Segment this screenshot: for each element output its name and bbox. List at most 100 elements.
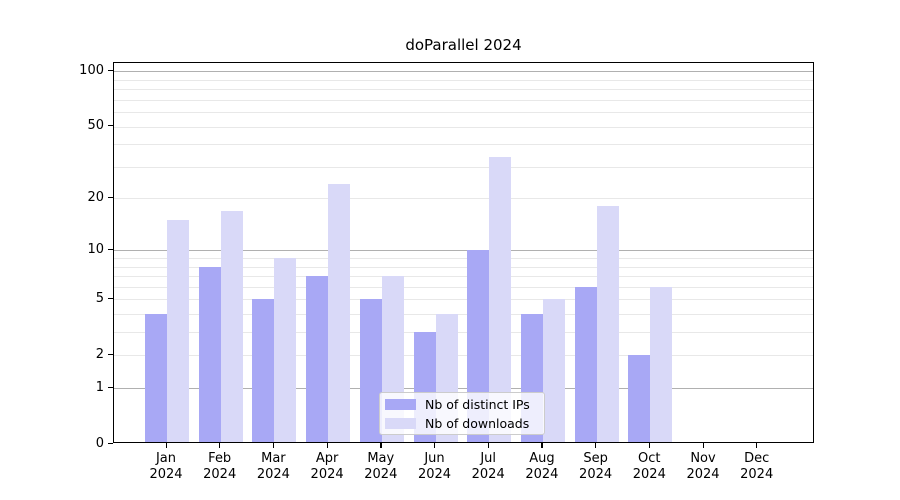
x-tick-year: 2024 (740, 467, 774, 482)
minor-gridline (114, 276, 813, 278)
bar-distinct-ips (306, 276, 329, 443)
minor-gridline (114, 89, 813, 91)
x-tick-year: 2024 (256, 467, 290, 482)
y-tick-label: 100 (79, 62, 104, 78)
x-tick-label: Oct 2024 (621, 451, 677, 483)
x-tick (219, 443, 221, 448)
minor-gridline (114, 166, 813, 168)
x-tick-year: 2024 (364, 467, 398, 482)
x-tick-year: 2024 (632, 467, 666, 482)
x-tick (165, 443, 167, 448)
minor-gridline (114, 266, 813, 268)
x-tick-label: Dec 2024 (729, 451, 785, 483)
minor-gridline (114, 144, 813, 146)
minor-gridline (114, 355, 813, 357)
x-tick-year: 2024 (417, 467, 452, 482)
minor-gridline (114, 79, 813, 81)
x-tick-year: 2024 (525, 467, 559, 482)
legend-item-downloads: Nb of downloads (385, 416, 538, 431)
x-tick (487, 443, 489, 448)
x-tick (541, 443, 543, 448)
minor-gridline (114, 286, 813, 288)
bar-distinct-ips (252, 299, 275, 443)
x-tick-label: Sep 2024 (568, 451, 624, 483)
major-gridline (114, 250, 813, 252)
y-tick-label: 20 (87, 189, 104, 205)
legend-swatch-distinct-ips-icon (385, 398, 416, 410)
y-tick (108, 353, 113, 356)
bar-downloads (328, 184, 351, 443)
x-tick-month: Jun (424, 451, 445, 466)
x-tick-label: Jun 2024 (407, 451, 463, 483)
x-tick-month: Mar (261, 451, 286, 466)
x-tick-label: May 2024 (353, 451, 409, 483)
x-tick-month: May (367, 451, 395, 466)
y-tick (108, 196, 113, 198)
x-tick-year: 2024 (471, 467, 505, 482)
legend: Nb of distinct IPs Nb of downloads (379, 392, 545, 435)
y-tick-label: 0 (95, 435, 104, 451)
y-tick-label: 5 (95, 290, 104, 306)
x-tick-year: 2024 (579, 467, 613, 482)
minor-gridline (114, 112, 813, 114)
x-tick-month: Dec (744, 451, 770, 466)
bar-distinct-ips (628, 355, 651, 443)
bar-distinct-ips (359, 299, 382, 443)
x-tick-month: Jul (480, 451, 497, 466)
bar-downloads (220, 210, 243, 443)
y-tick-label: 50 (87, 118, 104, 134)
minor-gridline (114, 258, 813, 260)
bar-downloads (489, 156, 512, 443)
minor-gridline (114, 99, 813, 101)
x-tick-month: Nov (690, 451, 716, 466)
minor-gridline (114, 314, 813, 316)
x-tick (434, 443, 436, 448)
x-tick-month: Oct (638, 451, 661, 466)
y-tick (108, 69, 113, 72)
y-tick (108, 297, 113, 300)
x-tick-label: Mar 2024 (245, 451, 301, 483)
bar-downloads (542, 299, 565, 443)
bar-downloads (596, 206, 619, 443)
x-tick (380, 443, 382, 448)
plot-area (113, 62, 814, 443)
x-tick-year: 2024 (686, 467, 720, 482)
x-tick (756, 443, 758, 448)
y-tick-label: 1 (95, 379, 104, 395)
x-tick (702, 443, 704, 448)
chart-title: doParallel 2024 (405, 36, 522, 54)
bar-downloads (167, 220, 189, 443)
x-tick-label: Jan 2024 (138, 451, 194, 483)
x-tick (648, 443, 651, 448)
legend-item-distinct-ips: Nb of distinct IPs (385, 397, 538, 412)
x-tick-label: Apr 2024 (299, 451, 355, 483)
legend-swatch-downloads-icon (385, 417, 416, 429)
y-tick (108, 248, 113, 251)
y-tick (108, 125, 113, 127)
x-tick-year: 2024 (149, 467, 183, 482)
x-tick-label: Nov 2024 (675, 451, 731, 483)
x-tick-month: Sep (583, 451, 608, 466)
legend-label-downloads: Nb of downloads (425, 415, 530, 431)
major-gridline (114, 388, 813, 390)
y-tick (108, 442, 113, 444)
y-tick-label: 10 (87, 241, 104, 257)
x-tick (326, 443, 328, 448)
x-tick-month: Apr (315, 451, 339, 466)
minor-gridline (114, 126, 813, 128)
bar-distinct-ips (198, 266, 221, 443)
x-tick-year: 2024 (310, 467, 344, 482)
x-tick (595, 443, 597, 448)
minor-gridline (114, 198, 813, 200)
bar-distinct-ips (574, 286, 597, 443)
x-tick-month: Aug (529, 451, 555, 466)
x-tick-year: 2024 (203, 467, 237, 482)
bar-downloads (650, 286, 673, 443)
y-tick (108, 386, 113, 388)
x-tick-label: Feb 2024 (192, 451, 248, 483)
x-tick-month: Feb (208, 451, 232, 466)
x-tick-month: Jan (155, 451, 177, 466)
minor-gridline (114, 299, 813, 301)
x-tick-label: Aug 2024 (514, 451, 570, 483)
